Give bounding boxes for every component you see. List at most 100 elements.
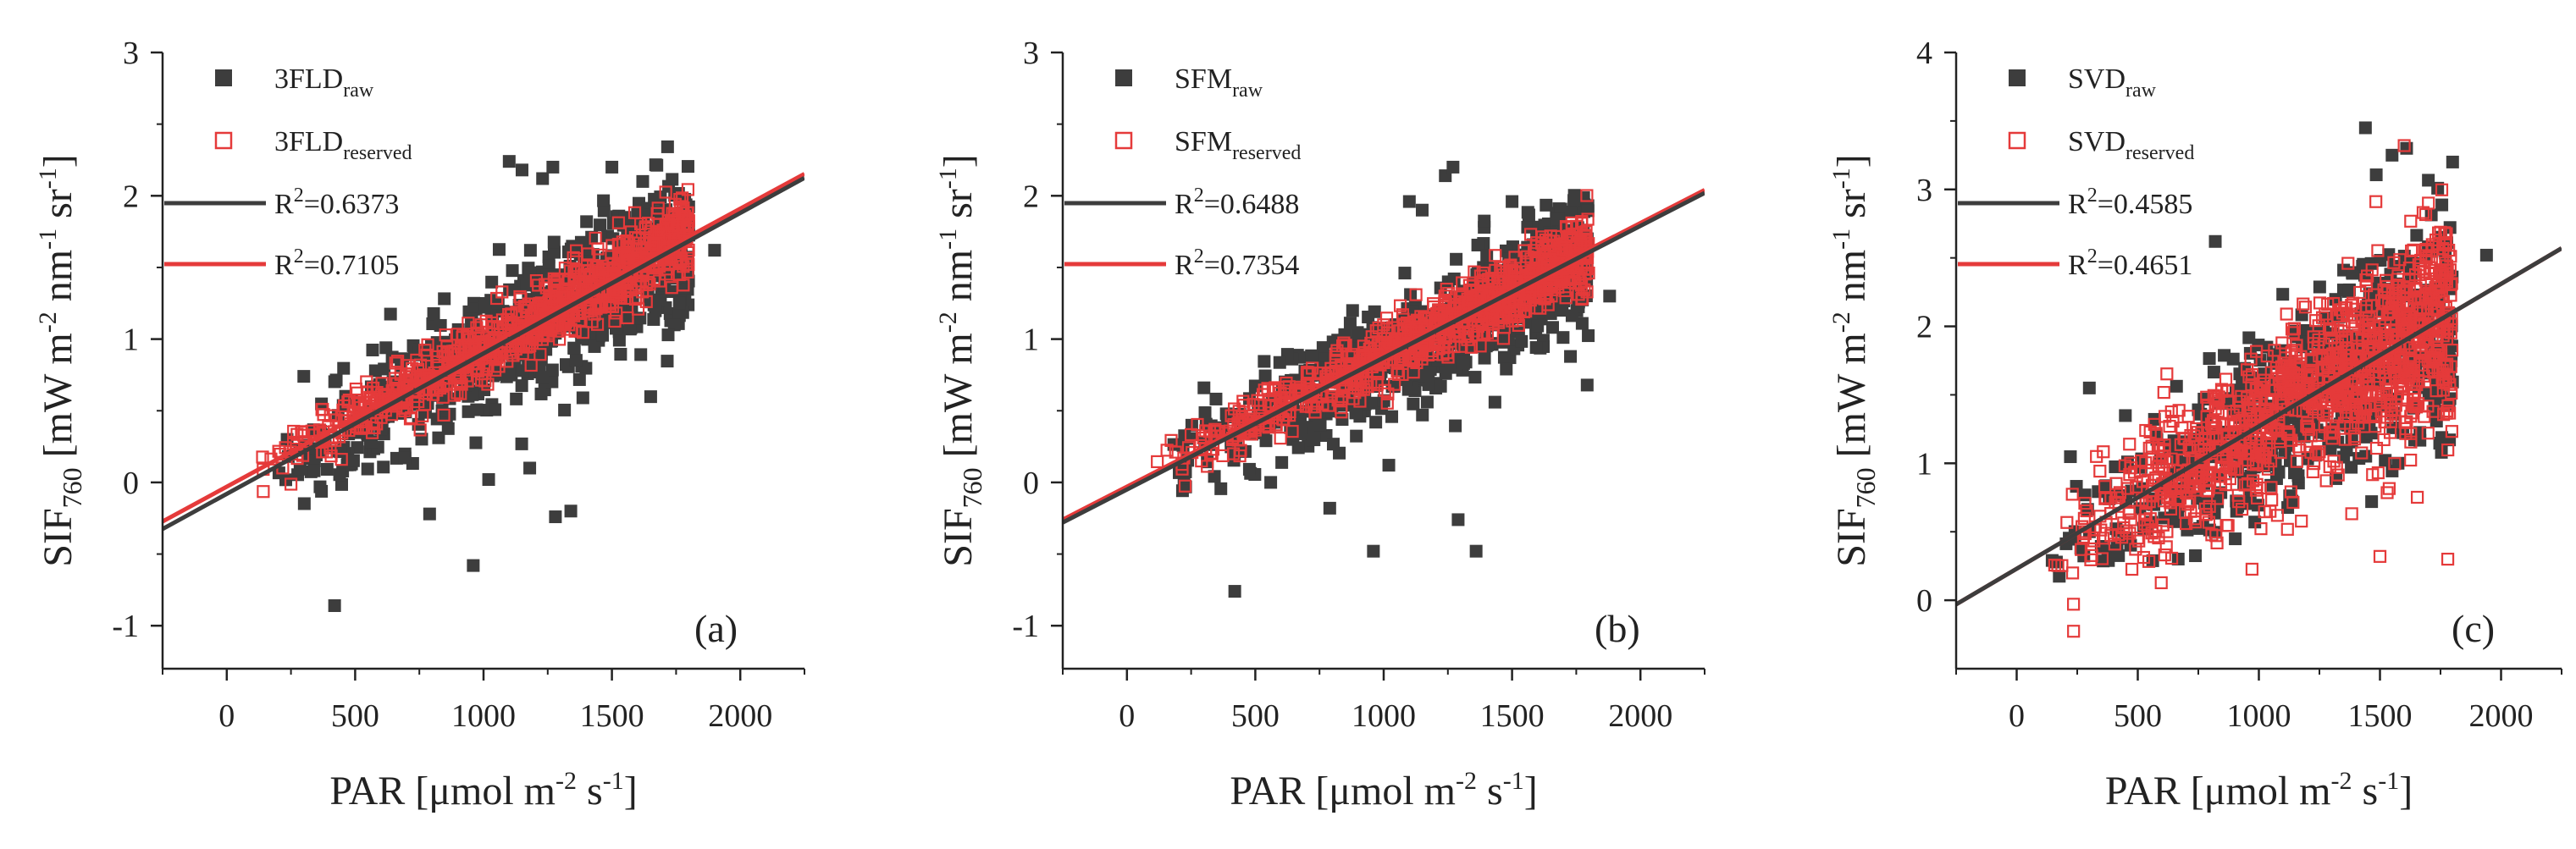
data-point-raw xyxy=(2479,248,2493,262)
data-point-raw xyxy=(597,194,611,207)
data-point-reserved xyxy=(488,363,502,377)
data-point-raw xyxy=(1531,319,1545,333)
data-point-reserved xyxy=(1478,328,1491,342)
data-point-reserved xyxy=(1380,396,1394,410)
data-point-raw xyxy=(1316,341,1329,355)
data-point-reserved xyxy=(2439,267,2452,280)
data-point-reserved xyxy=(2280,307,2293,321)
data-point-raw xyxy=(2252,499,2265,512)
data-point-raw xyxy=(576,391,589,405)
data-point-reserved xyxy=(2256,450,2269,464)
legend-label-name: SFM xyxy=(1175,126,1232,157)
data-point-raw xyxy=(1264,476,1278,489)
data-point-reserved xyxy=(2441,443,2455,457)
data-point-raw xyxy=(650,158,664,172)
data-point-reserved xyxy=(1464,340,1479,354)
legend-r2-reserved: R2=0.7105 xyxy=(274,245,399,281)
data-point-reserved xyxy=(1160,444,1174,457)
data-point-reserved xyxy=(682,243,695,257)
x-axis-title-sup: -1 xyxy=(1503,767,1524,795)
data-point-reserved xyxy=(1336,339,1350,353)
data-point-raw xyxy=(523,266,537,279)
y-tick-label: 3 xyxy=(123,36,139,71)
data-point-reserved xyxy=(2436,241,2450,256)
data-point-reserved xyxy=(1462,278,1476,292)
data-point-raw xyxy=(478,300,491,314)
data-point-reserved xyxy=(1470,328,1484,342)
data-point-raw xyxy=(597,204,611,218)
data-point-reserved xyxy=(2245,368,2259,382)
data-point-raw xyxy=(2208,234,2222,248)
data-point-raw xyxy=(2053,570,2066,583)
data-point-raw xyxy=(546,160,560,174)
y-tick-label: 2 xyxy=(123,179,139,214)
data-point-reserved xyxy=(2431,278,2445,291)
data-point-reserved xyxy=(2423,267,2436,280)
r2-sup: 2 xyxy=(294,185,304,207)
data-point-reserved xyxy=(2285,345,2298,359)
data-point-raw xyxy=(1258,355,1271,368)
data-point-raw xyxy=(661,328,675,342)
data-point-reserved xyxy=(2403,361,2418,375)
data-point-reserved xyxy=(1195,454,1208,468)
data-point-raw xyxy=(2112,549,2125,562)
data-point-reserved xyxy=(2236,503,2249,516)
data-point-reserved xyxy=(1345,348,1358,361)
data-point-reserved xyxy=(1396,350,1410,363)
data-point-reserved xyxy=(2149,471,2163,485)
data-point-raw xyxy=(1259,434,1273,448)
data-point-raw xyxy=(2109,460,2122,473)
data-point-reserved xyxy=(2254,522,2268,536)
data-point-reserved xyxy=(622,251,635,264)
data-point-raw xyxy=(1313,418,1327,432)
data-point-raw xyxy=(1488,395,1501,409)
data-point-reserved xyxy=(2406,397,2419,411)
data-point-reserved xyxy=(2306,465,2319,479)
data-point-raw xyxy=(579,361,593,375)
data-point-raw xyxy=(1529,341,1543,355)
data-point-raw xyxy=(333,468,346,482)
data-point-reserved xyxy=(2181,410,2195,423)
data-point-reserved xyxy=(1348,375,1362,389)
data-point-raw xyxy=(1580,378,1594,392)
data-point-raw xyxy=(588,339,601,353)
x-tick-label: 1000 xyxy=(451,698,516,734)
y-tick-label: -1 xyxy=(112,609,139,644)
data-point-reserved xyxy=(608,314,622,328)
data-point-raw xyxy=(467,559,480,572)
data-point-reserved xyxy=(681,217,695,230)
data-point-reserved xyxy=(2248,390,2262,404)
data-point-raw xyxy=(1415,203,1429,217)
data-point-reserved xyxy=(2297,297,2310,311)
x-axis-title-text: s xyxy=(1477,769,1503,813)
data-point-raw xyxy=(545,375,559,389)
data-point-reserved xyxy=(2404,214,2418,228)
data-point-reserved xyxy=(2367,332,2380,345)
data-point-raw xyxy=(297,370,311,383)
y-axis-title-sub: 760 xyxy=(57,467,87,508)
data-point-reserved xyxy=(1427,300,1440,314)
data-point-reserved xyxy=(2300,439,2313,454)
data-point-raw xyxy=(1564,205,1578,218)
data-point-raw xyxy=(2288,466,2302,480)
data-point-reserved xyxy=(2177,454,2191,467)
data-point-reserved xyxy=(1274,432,1287,445)
data-point-reserved xyxy=(2265,493,2279,507)
data-point-reserved xyxy=(2295,515,2308,528)
data-point-reserved xyxy=(2137,550,2151,565)
data-point-reserved xyxy=(2430,341,2444,355)
data-point-reserved xyxy=(567,251,580,265)
data-point-reserved xyxy=(1178,479,1192,493)
data-point-reserved xyxy=(1440,282,1453,296)
data-point-reserved xyxy=(1537,282,1551,296)
data-point-reserved xyxy=(2067,625,2081,638)
x-axis-title-text: PAR [μmol m xyxy=(329,769,556,813)
data-point-raw xyxy=(315,484,329,498)
x-tick-label: 1500 xyxy=(1480,698,1545,734)
data-point-reserved xyxy=(290,427,304,441)
x-axis-title-sup: -2 xyxy=(556,767,577,795)
data-point-reserved xyxy=(2348,311,2362,324)
data-point-raw xyxy=(2074,542,2087,555)
data-point-reserved xyxy=(625,283,638,297)
